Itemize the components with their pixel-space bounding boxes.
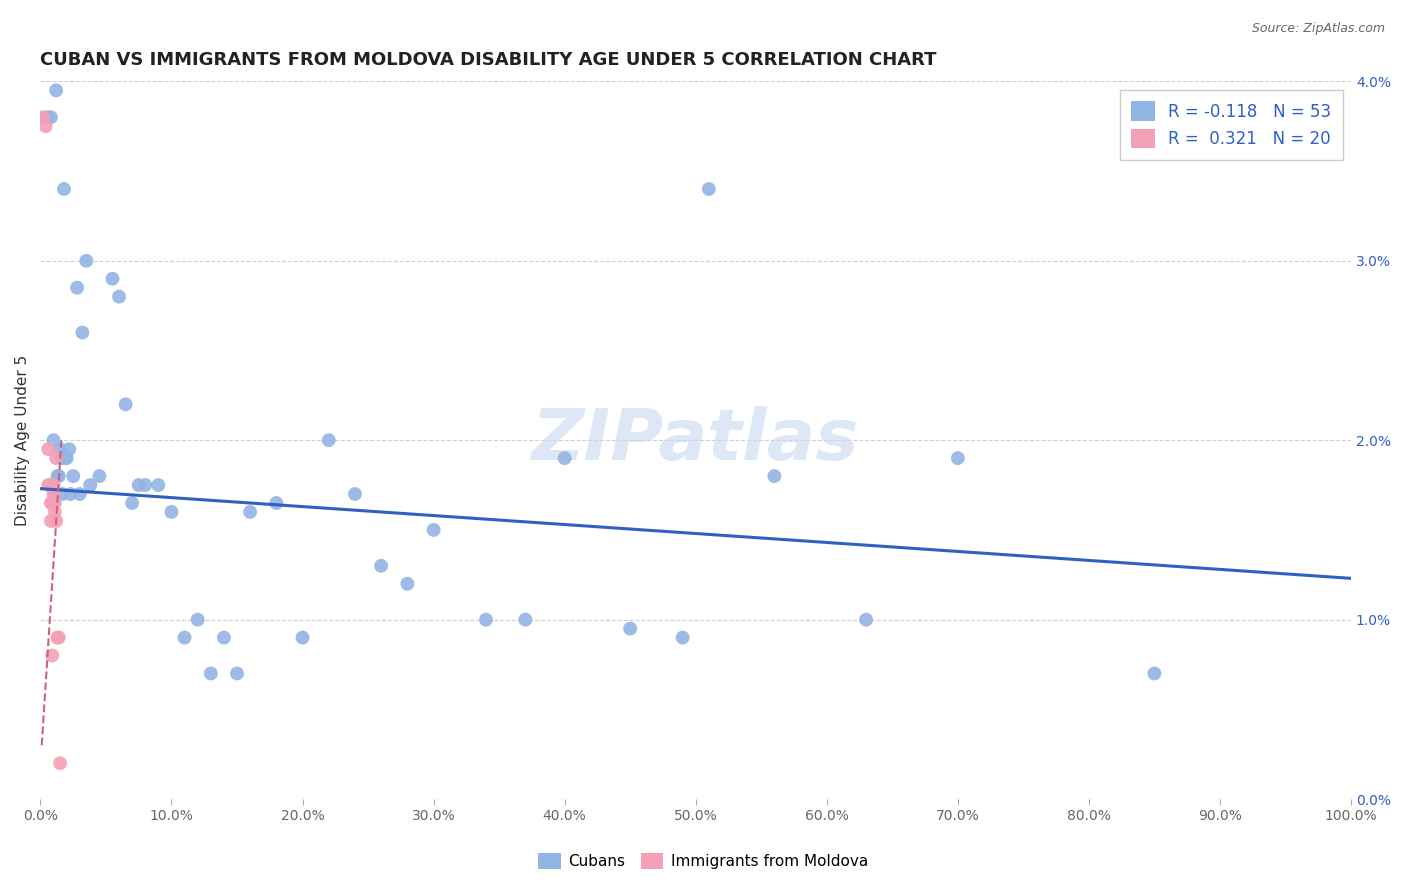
Point xyxy=(42,434,65,448)
Point xyxy=(72,326,94,340)
Point xyxy=(422,523,444,537)
Point xyxy=(370,558,392,573)
Point xyxy=(32,110,55,124)
Point xyxy=(946,451,969,466)
Point xyxy=(475,613,498,627)
Point xyxy=(121,496,143,510)
Point xyxy=(200,666,222,681)
Point xyxy=(52,487,75,501)
Point xyxy=(697,182,720,196)
Point xyxy=(44,487,66,501)
Point xyxy=(51,451,73,466)
Point xyxy=(53,182,76,196)
Point xyxy=(39,514,62,528)
Text: Source: ZipAtlas.com: Source: ZipAtlas.com xyxy=(1251,22,1385,36)
Point xyxy=(239,505,262,519)
Point xyxy=(46,469,69,483)
Point xyxy=(128,478,150,492)
Point xyxy=(41,496,63,510)
Point xyxy=(41,648,63,663)
Point xyxy=(291,631,314,645)
Point xyxy=(318,434,340,448)
Point xyxy=(42,496,65,510)
Point xyxy=(42,487,65,501)
Legend: Cubans, Immigrants from Moldova: Cubans, Immigrants from Moldova xyxy=(531,847,875,875)
Point xyxy=(101,271,124,285)
Point xyxy=(34,119,56,133)
Y-axis label: Disability Age Under 5: Disability Age Under 5 xyxy=(15,355,30,525)
Point xyxy=(134,478,156,492)
Point xyxy=(173,631,195,645)
Point xyxy=(66,281,89,295)
Point xyxy=(114,397,136,411)
Point xyxy=(39,110,62,124)
Point xyxy=(42,478,65,492)
Point xyxy=(763,469,786,483)
Point xyxy=(62,469,84,483)
Point xyxy=(44,496,66,510)
Point xyxy=(671,631,693,645)
Point xyxy=(212,631,235,645)
Legend: R = -0.118   N = 53, R =  0.321   N = 20: R = -0.118 N = 53, R = 0.321 N = 20 xyxy=(1119,90,1343,160)
Point xyxy=(226,666,249,681)
Point xyxy=(45,451,67,466)
Point xyxy=(39,478,62,492)
Point xyxy=(48,631,70,645)
Point xyxy=(38,478,60,492)
Point xyxy=(396,576,419,591)
Point xyxy=(39,496,62,510)
Point xyxy=(45,514,67,528)
Text: ZIPatlas: ZIPatlas xyxy=(531,406,859,475)
Point xyxy=(44,505,66,519)
Point xyxy=(266,496,288,510)
Point xyxy=(48,469,70,483)
Point xyxy=(554,451,576,466)
Point xyxy=(49,756,72,771)
Point xyxy=(160,505,183,519)
Point xyxy=(46,631,69,645)
Point xyxy=(59,487,82,501)
Point xyxy=(58,442,80,457)
Point xyxy=(855,613,877,627)
Point xyxy=(35,110,58,124)
Point xyxy=(53,451,76,466)
Point xyxy=(75,253,97,268)
Point xyxy=(187,613,209,627)
Point xyxy=(89,469,111,483)
Point xyxy=(619,622,641,636)
Point xyxy=(45,83,67,97)
Point xyxy=(343,487,366,501)
Point xyxy=(515,613,537,627)
Point xyxy=(37,478,59,492)
Text: CUBAN VS IMMIGRANTS FROM MOLDOVA DISABILITY AGE UNDER 5 CORRELATION CHART: CUBAN VS IMMIGRANTS FROM MOLDOVA DISABIL… xyxy=(41,51,936,69)
Point xyxy=(37,442,59,457)
Point xyxy=(49,442,72,457)
Point xyxy=(69,487,91,501)
Point xyxy=(79,478,101,492)
Point xyxy=(55,451,77,466)
Point xyxy=(1143,666,1166,681)
Point xyxy=(148,478,170,492)
Point xyxy=(108,290,131,304)
